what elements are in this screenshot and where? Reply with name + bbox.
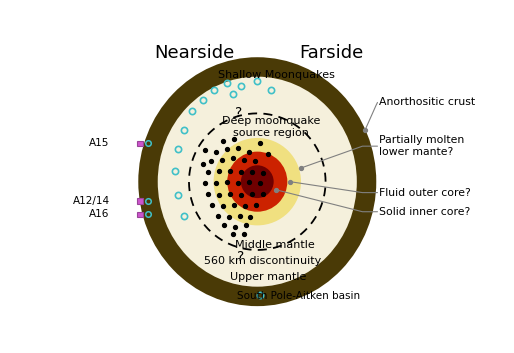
Text: Partially molten
lower mante?: Partially molten lower mante? xyxy=(379,135,464,157)
Text: Middle mantle: Middle mantle xyxy=(235,239,315,250)
Text: A16: A16 xyxy=(89,209,110,220)
Text: 560 km discontinuity: 560 km discontinuity xyxy=(204,256,321,266)
Text: ?: ? xyxy=(237,250,245,264)
Text: Anorthositic crust: Anorthositic crust xyxy=(379,97,475,107)
Text: Farside: Farside xyxy=(299,44,363,62)
Text: Solid inner core?: Solid inner core? xyxy=(379,207,470,217)
Text: A15: A15 xyxy=(89,138,110,148)
Bar xyxy=(137,141,142,146)
Text: Deep moonquake
source region: Deep moonquake source region xyxy=(222,116,320,138)
Text: South Pole-Aitken basin: South Pole-Aitken basin xyxy=(236,292,360,301)
Ellipse shape xyxy=(148,67,366,297)
Bar xyxy=(137,212,142,217)
Text: ?: ? xyxy=(234,106,242,120)
Bar xyxy=(137,198,142,204)
Circle shape xyxy=(241,165,273,198)
Text: Upper mantle: Upper mantle xyxy=(230,272,306,282)
Text: Nearside: Nearside xyxy=(154,44,234,62)
Text: Shallow Moonquakes: Shallow Moonquakes xyxy=(218,70,335,80)
Circle shape xyxy=(214,138,301,225)
Text: A12/14: A12/14 xyxy=(72,196,110,206)
Circle shape xyxy=(227,152,287,212)
Text: Fluid outer core?: Fluid outer core? xyxy=(379,187,471,198)
